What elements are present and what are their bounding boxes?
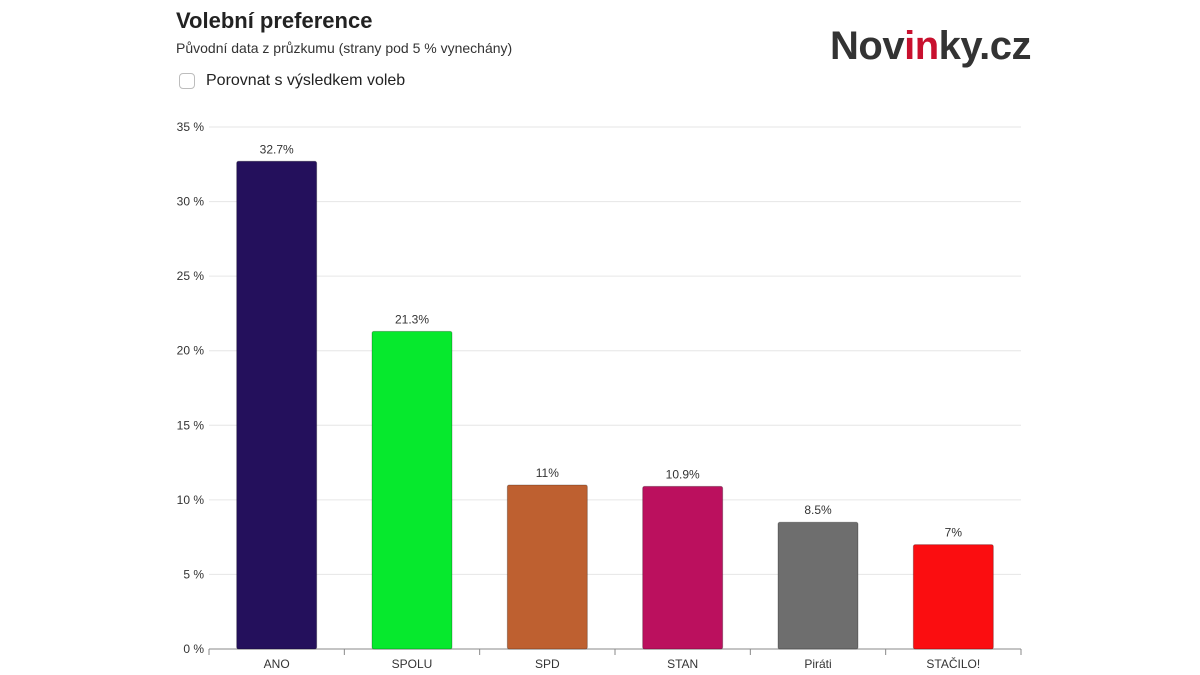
- y-tick-label-10: 10 %: [177, 493, 205, 507]
- y-tick-label-25: 25 %: [177, 269, 205, 283]
- compare-toggle[interactable]: Porovnat s výsledkem voleb: [179, 72, 405, 90]
- y-tick-label-20: 20 %: [177, 344, 205, 358]
- bar-value-label: 11%: [536, 466, 559, 480]
- y-tick-label-5: 5 %: [183, 567, 204, 581]
- bar-value-label: 21.3%: [395, 312, 429, 326]
- bar-value-label: 8.5%: [804, 503, 832, 517]
- bar-ano: [236, 160, 318, 650]
- y-tick-label-35: 35 %: [177, 120, 205, 134]
- x-tick-label: SPD: [535, 657, 560, 671]
- novinky-logo: Novinky.cz: [830, 24, 1032, 68]
- chart-subtitle: Původní data z průzkumu (strany pod 5 % …: [176, 40, 513, 56]
- x-tick-label: STAN: [667, 657, 698, 671]
- bar-spd: [506, 484, 588, 650]
- bar-piráti: [777, 521, 859, 650]
- y-tick-label-0: 0 %: [183, 642, 204, 656]
- x-tick-label: SPOLU: [392, 657, 433, 671]
- y-tick-label-30: 30 %: [177, 195, 205, 209]
- logo-text-accent: in: [904, 24, 939, 68]
- bar-stačilo!: [912, 544, 994, 650]
- bar-value-label: 7%: [945, 526, 963, 540]
- bar-value-label: 10.9%: [666, 467, 700, 481]
- x-tick-label: Piráti: [804, 657, 831, 671]
- logo-text-part1: Nov: [830, 24, 905, 68]
- bar-stan: [642, 485, 724, 650]
- logo-text-part3: ky.cz: [938, 24, 1032, 68]
- chart-title: Volební preference: [176, 8, 373, 33]
- x-tick-label: ANO: [264, 657, 290, 671]
- y-tick-label-15: 15 %: [177, 418, 205, 432]
- compare-label[interactable]: Porovnat s výsledkem voleb: [206, 72, 406, 89]
- bar-spolu: [371, 330, 453, 650]
- compare-checkbox[interactable]: [179, 73, 195, 89]
- x-tick-label: STAČILO!: [926, 656, 980, 671]
- bar-value-label: 32.7%: [260, 142, 294, 156]
